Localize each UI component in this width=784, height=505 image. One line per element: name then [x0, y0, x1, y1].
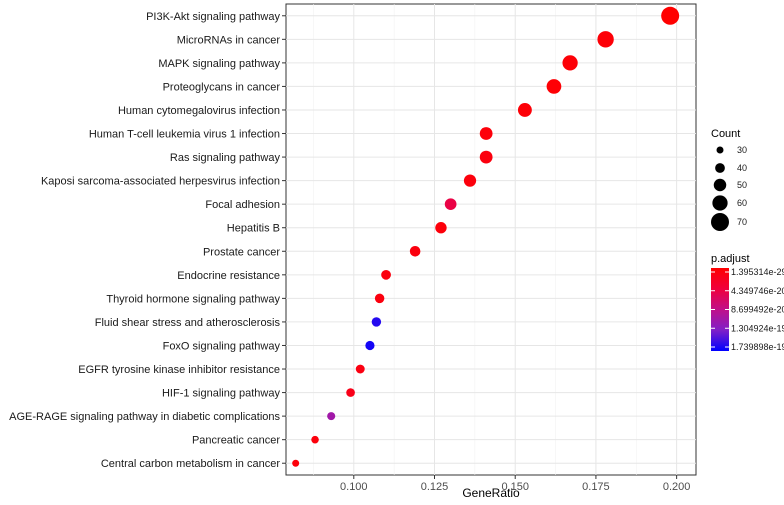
y-tick-label: Focal adhesion: [205, 199, 280, 211]
data-point: [597, 31, 614, 48]
color-legend-label: 1.395314e-29: [731, 267, 784, 277]
color-legend-title: p.adjust: [711, 253, 750, 265]
data-point: [479, 150, 493, 164]
data-points: [292, 6, 680, 467]
data-point: [346, 388, 355, 397]
x-axis-ticks: 0.100 0.125 0.150 0.175 0.200: [340, 475, 690, 493]
data-point: [311, 435, 319, 444]
y-tick-label: Ras signaling pathway: [170, 152, 281, 164]
y-axis-labels: PI3K-Akt signaling pathway MicroRNAs in c…: [9, 11, 286, 470]
data-point: [661, 6, 680, 25]
data-point: [435, 222, 447, 234]
y-tick-label: Human T-cell leukemia virus 1 infection: [89, 129, 280, 141]
size-legend-dot: [716, 146, 724, 154]
color-legend-bar: [711, 268, 729, 351]
data-point: [463, 174, 477, 187]
color-legend-label: 1.739898e-19: [731, 342, 784, 352]
y-tick-label: Central carbon metabolism in cancer: [101, 458, 280, 470]
size-legend-label: 60: [737, 198, 747, 208]
size-legend: Count 30 40 50 60 70: [711, 128, 747, 231]
y-tick-label: PI3K-Akt signaling pathway: [146, 11, 280, 23]
x-tick-label: 0.175: [582, 481, 610, 493]
data-point: [546, 79, 562, 94]
y-tick-label: HIF-1 signaling pathway: [162, 388, 281, 400]
y-tick-label: MicroRNAs in cancer: [177, 34, 281, 46]
y-tick-label: Fluid shear stress and atherosclerosis: [95, 317, 281, 329]
data-point: [409, 245, 421, 257]
y-tick-label: AGE-RAGE signaling pathway in diabetic c…: [9, 411, 280, 423]
data-point: [517, 103, 532, 117]
size-legend-dot: [713, 178, 727, 192]
data-point: [292, 459, 300, 467]
size-legend-dot: [715, 163, 725, 173]
size-legend-title: Count: [711, 128, 740, 140]
size-legend-dot: [712, 195, 728, 211]
x-tick-label: 0.125: [421, 481, 449, 493]
x-tick-label: 0.200: [663, 481, 691, 493]
data-point: [562, 55, 578, 71]
data-point: [479, 127, 493, 140]
size-legend-label: 50: [737, 180, 747, 190]
plot-panel: [285, 3, 697, 476]
color-legend: p.adjust 1.395314e-29 4.349746e-20 8.69949…: [711, 253, 784, 352]
data-point: [327, 412, 336, 421]
x-axis-title: GeneRatio: [462, 486, 520, 500]
size-legend-label: 30: [737, 145, 747, 155]
data-point: [444, 198, 457, 211]
color-legend-label: 4.349746e-20: [731, 286, 784, 296]
y-tick-label: EGFR tyrosine kinase inhibitor resistanc…: [78, 364, 280, 376]
y-tick-label: Proteoglycans in cancer: [163, 81, 281, 93]
color-legend-label: 8.699492e-20: [731, 305, 784, 315]
size-legend-label: 70: [737, 217, 747, 227]
grid-lines: [286, 4, 696, 475]
y-tick-label: MAPK signaling pathway: [158, 58, 280, 70]
y-tick-label: Prostate cancer: [203, 246, 280, 258]
color-legend-label: 1.304924e-19: [731, 323, 784, 333]
size-legend-label: 40: [737, 163, 747, 173]
data-point: [365, 340, 375, 351]
y-tick-label: FoxO signaling pathway: [163, 340, 281, 352]
data-point: [371, 317, 382, 327]
data-point: [374, 293, 385, 304]
data-point: [381, 269, 391, 280]
y-tick-label: Endocrine resistance: [177, 270, 280, 282]
size-legend-dot: [711, 213, 729, 231]
y-tick-label: Pancreatic cancer: [192, 435, 280, 447]
y-tick-label: Kaposi sarcoma-associated herpesvirus in…: [41, 176, 280, 188]
data-point: [355, 364, 365, 374]
x-tick-label: 0.150: [501, 481, 529, 493]
x-tick-label: 0.100: [340, 481, 368, 493]
y-tick-label: Human cytomegalovirus infection: [118, 105, 280, 117]
y-tick-label: Thyroid hormone signaling pathway: [106, 293, 280, 305]
y-tick-label: Hepatitis B: [227, 223, 280, 235]
